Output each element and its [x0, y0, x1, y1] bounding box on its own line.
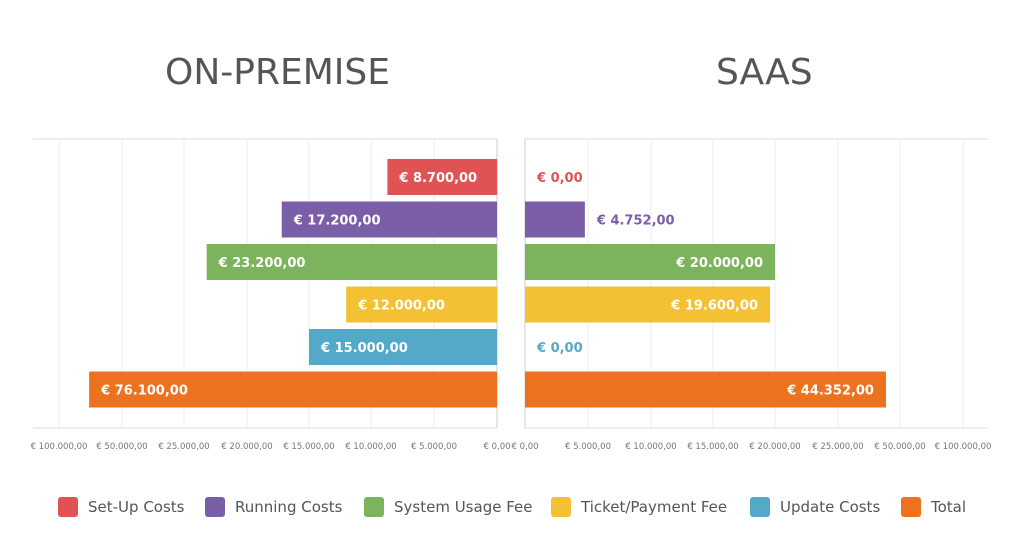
on-premise-value-label-running-costs: € 17.200,00 — [293, 214, 381, 229]
saas-bar-total — [525, 371, 886, 408]
saas-tick-label: € 10.000,00 — [625, 442, 676, 452]
legend-label-ticket-payment-fee: Ticket/Payment Fee — [581, 498, 728, 516]
saas-tick-label: € 100.000,00 — [935, 442, 992, 452]
saas-bar-ticket-payment-fee — [525, 286, 771, 323]
legend-label-system-usage-fee: System Usage Fee — [394, 498, 533, 516]
legend-item-set-up-costs: Set-Up Costs — [58, 494, 184, 520]
on-premise-bar-ticket-payment-fee — [346, 286, 497, 323]
saas-value-label-total: € 44.352,00 — [786, 384, 874, 399]
legend-swatch-update-costs — [750, 497, 770, 517]
saas-value-label-ticket-payment-fee: € 19.600,00 — [670, 299, 758, 314]
saas-tick-label: € 0,00 — [511, 442, 538, 452]
on-premise-title: ON-PREMISE — [165, 52, 390, 93]
saas-bar-system-usage-fee — [525, 244, 775, 280]
on-premise-tick-label: € 25.000,00 — [158, 442, 209, 452]
on-premise-tick-label: € 15.000,00 — [283, 442, 334, 452]
on-premise-tick-label: € 100.000,00 — [31, 442, 88, 452]
on-premise-tick-label: € 10.000,00 — [345, 442, 396, 452]
saas-tick-label: € 25.000,00 — [812, 442, 863, 452]
legend-item-system-usage-fee: System Usage Fee — [364, 494, 532, 520]
on-premise-bar-set-up-costs — [387, 159, 497, 195]
on-premise-tick-label: € 50.000,00 — [96, 442, 147, 452]
on-premise-value-label-update-costs: € 15.000,00 — [320, 341, 408, 356]
legend-swatch-ticket-payment-fee — [551, 497, 571, 517]
legend-label-set-up-costs: Set-Up Costs — [88, 498, 185, 516]
on-premise-value-label-system-usage-fee: € 23.200,00 — [218, 256, 306, 271]
legend-label-update-costs: Update Costs — [780, 498, 881, 516]
on-premise-tick-label: € 20.000,00 — [221, 442, 272, 452]
on-premise-value-label-total: € 76.100,00 — [100, 384, 188, 399]
on-premise-tick-label: € 0,00 — [483, 442, 510, 452]
on-premise-value-label-ticket-payment-fee: € 12.000,00 — [357, 299, 445, 314]
legend-item-update-costs: Update Costs — [750, 494, 880, 520]
on-premise-bar-update-costs — [309, 329, 497, 365]
legend-label-running-costs: Running Costs — [235, 498, 343, 516]
saas-tick-label: € 15.000,00 — [687, 442, 738, 452]
legend-item-total: Total — [901, 494, 966, 520]
saas-tick-label: € 20.000,00 — [749, 442, 800, 452]
on-premise-bar-running-costs — [281, 201, 497, 238]
saas-tick-label: € 5.000,00 — [565, 442, 611, 452]
on-premise-value-label-set-up-costs: € 8.700,00 — [398, 171, 477, 186]
legend-label-total: Total — [931, 498, 967, 516]
on-premise-bar-system-usage-fee — [206, 244, 497, 280]
saas-value-label-running-costs: € 4.752,00 — [596, 214, 675, 229]
saas-bar-running-costs — [525, 201, 585, 238]
saas-value-label-system-usage-fee: € 20.000,00 — [675, 256, 763, 271]
legend-item-ticket-payment-fee: Ticket/Payment Fee — [551, 494, 727, 520]
legend-swatch-set-up-costs — [58, 497, 78, 517]
saas-value-label-update-costs: € 0,00 — [536, 341, 583, 356]
on-premise-tick-label: € 5.000,00 — [411, 442, 457, 452]
legend-item-running-costs: Running Costs — [205, 494, 342, 520]
legend: Set-Up Costs Running Costs System Usage … — [0, 494, 1024, 520]
legend-swatch-system-usage-fee — [364, 497, 384, 517]
legend-swatch-running-costs — [205, 497, 225, 517]
saas-tick-label: € 50.000,00 — [874, 442, 925, 452]
on-premise-bar-total — [89, 371, 497, 408]
legend-swatch-total — [901, 497, 921, 517]
saas-value-label-set-up-costs: € 0,00 — [536, 171, 583, 186]
saas-title: SAAS — [716, 52, 813, 93]
